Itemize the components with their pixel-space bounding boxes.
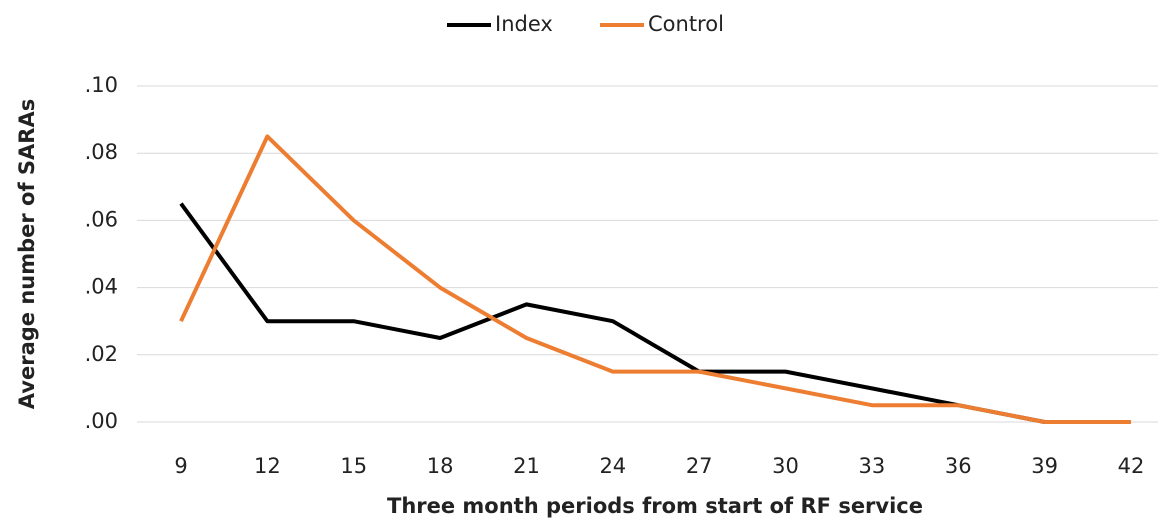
y-tick-label: .06 (85, 207, 118, 231)
x-tick-label: 15 (340, 454, 367, 478)
x-tick-label: 33 (859, 454, 886, 478)
legend-label: Index (495, 12, 553, 36)
x-tick-label: 42 (1118, 454, 1145, 478)
y-tick-label: .00 (85, 409, 118, 433)
x-axis-label: Three month periods from start of RF ser… (387, 494, 923, 518)
y-tick-label: .04 (85, 275, 118, 299)
legend-label: Control (648, 12, 724, 36)
x-tick-label: 30 (772, 454, 799, 478)
y-tick-label: .10 (85, 73, 118, 97)
y-tick-label: .08 (85, 140, 118, 164)
x-tick-label: 21 (513, 454, 540, 478)
x-tick-label: 12 (254, 454, 281, 478)
x-tick-label: 24 (599, 454, 626, 478)
y-axis-label: Average number of SARAs (15, 99, 39, 409)
series-line (179, 134, 1131, 424)
x-tick-label: 9 (174, 454, 187, 478)
x-tick-label: 36 (945, 454, 972, 478)
x-tick-label: 27 (686, 454, 713, 478)
y-tick-label: .02 (85, 342, 118, 366)
x-tick-label: 18 (427, 454, 454, 478)
x-tick-label: 39 (1031, 454, 1058, 478)
series-line (179, 202, 1131, 424)
